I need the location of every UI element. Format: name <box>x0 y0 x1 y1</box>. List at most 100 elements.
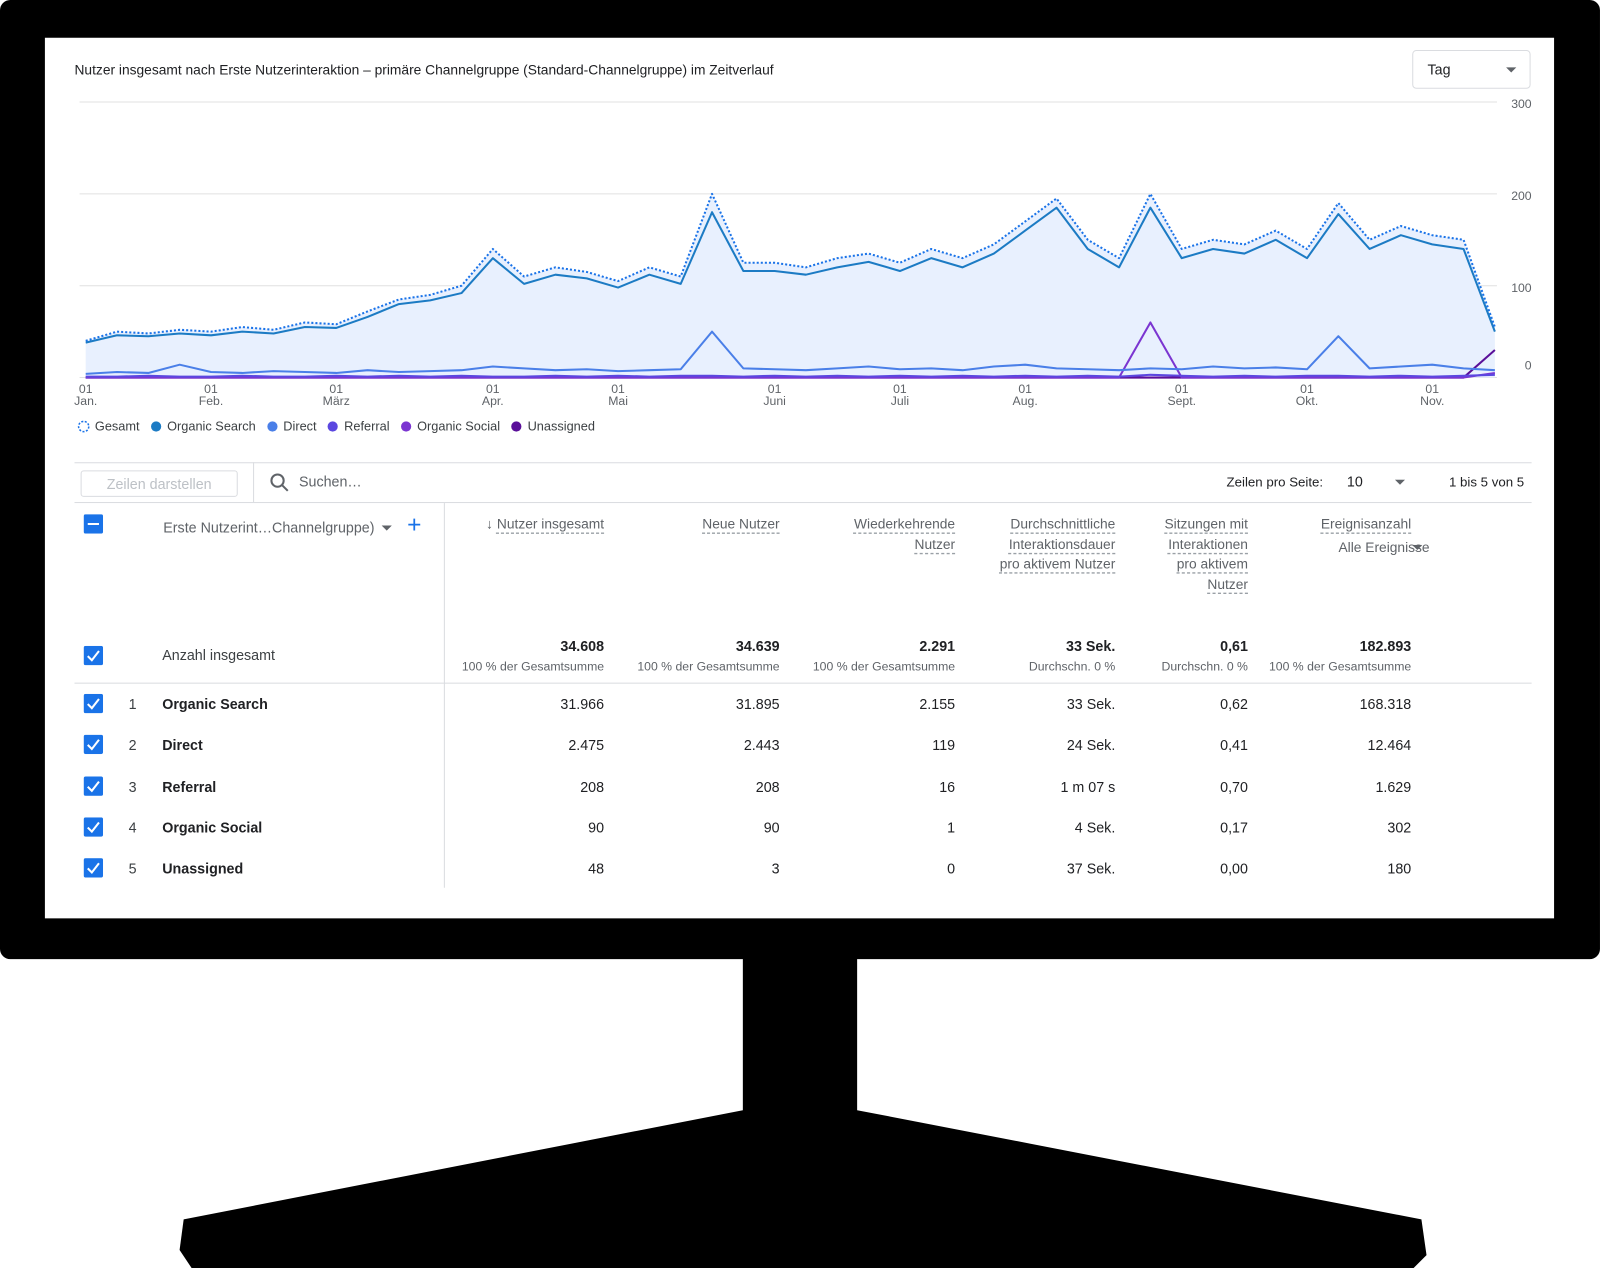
legend-label: Gesamt <box>94 419 140 434</box>
checkbox[interactable] <box>83 817 104 837</box>
column-header[interactable]: Schlüs <box>1480 514 1532 534</box>
cell: 90 <box>588 819 605 836</box>
total-value: 2.291 <box>919 637 956 655</box>
legend-item[interactable]: Organic Social <box>400 419 500 434</box>
divider <box>74 462 1532 464</box>
handle <box>281 484 289 492</box>
row-name: Unassigned <box>162 860 244 877</box>
pagination: 1 bis 5 von 5 <box>1448 474 1525 490</box>
column-label: Ereignisanzahl <box>1320 516 1412 532</box>
box <box>83 776 104 796</box>
cell: 0,17 <box>1220 819 1248 836</box>
cell: 1 m 07 s <box>1060 778 1116 795</box>
divider <box>74 682 1532 684</box>
chart-plot: 0 100 200 300 <box>79 97 1532 379</box>
dimension-header[interactable]: Erste Nutzerint…Channelgruppe) <box>163 519 375 536</box>
cell: 1 <box>947 819 956 836</box>
marker <box>327 421 339 432</box>
arrow <box>1412 544 1423 550</box>
row-name: Direct <box>162 737 203 754</box>
total-value: 33 Sek. <box>1066 637 1116 655</box>
legend-item[interactable]: Gesamt <box>77 419 140 434</box>
legend-item[interactable]: Unassigned <box>510 419 595 434</box>
column-label: Durchschnittliche Interaktionsdauer pro … <box>999 516 1116 572</box>
x-tick-label: 01 Aug. <box>1012 381 1038 409</box>
cell: 0,70 <box>1220 778 1248 795</box>
x-tick-label: 01 Juni <box>763 381 786 409</box>
column-header[interactable]: Ereignisanzahl <box>1248 514 1411 534</box>
arrow <box>1394 479 1406 485</box>
checkbox[interactable] <box>83 734 104 755</box>
cell: 3 <box>771 860 780 877</box>
column-header[interactable]: Wiederkehrende Nutzer <box>843 514 955 554</box>
column-header[interactable]: ↓ Nutzer insgesamt <box>441 514 604 534</box>
period-dropdown[interactable]: Tag <box>1412 49 1531 89</box>
cell: 119 <box>932 737 956 754</box>
rows-button[interactable]: Zeilen darstellen <box>80 470 238 497</box>
cell: 2.443 <box>743 737 780 754</box>
area <box>85 193 1495 378</box>
cell: 0,62 <box>1220 695 1248 713</box>
checkbox[interactable] <box>83 645 104 666</box>
checkbox[interactable] <box>83 858 104 878</box>
dropdown-arrow[interactable] <box>381 525 392 532</box>
check <box>87 821 100 834</box>
box <box>83 645 104 666</box>
check <box>87 698 100 710</box>
total-value: 182.893 <box>1359 637 1412 655</box>
x-tick-label: 01 Apr. <box>481 381 504 409</box>
y-tick-label: 200 <box>1511 189 1532 203</box>
total-note: Durchschn. 0 % <box>1028 659 1116 674</box>
x-tick-label: 01 Mai <box>608 381 628 409</box>
checkbox[interactable] <box>83 693 104 714</box>
cell: 16 <box>939 778 956 795</box>
marker <box>511 421 522 432</box>
row-rank: 1 <box>128 695 137 713</box>
cell: 33 Sek. <box>1066 695 1116 713</box>
marker <box>266 421 278 432</box>
legend-item[interactable]: Referral <box>327 419 390 434</box>
total-value: 0,61 <box>1220 637 1248 655</box>
y-tick-label: 100 <box>1511 281 1532 295</box>
legend-item[interactable]: Direct <box>266 419 317 434</box>
checkbox[interactable] <box>83 514 104 534</box>
totals-label: Anzahl insgesamt <box>162 646 276 664</box>
column-label: Neue Nutzer <box>702 516 780 532</box>
marker <box>77 420 90 433</box>
rows-per-page-label: Zeilen pro Seite: <box>1226 474 1324 490</box>
cell: 2.155 <box>919 695 956 713</box>
marker <box>150 421 161 432</box>
column-header[interactable]: Durchschnittliche Interaktionsdauer pro … <box>995 514 1116 574</box>
box <box>83 734 104 755</box>
column-header[interactable]: Sitzungen mit Interaktionen pro aktivem … <box>1160 514 1247 594</box>
line <box>85 192 1496 342</box>
line <box>85 330 1495 375</box>
box <box>83 858 104 878</box>
add-dimension[interactable]: + <box>407 511 422 539</box>
check <box>87 650 100 662</box>
cell: 168.318 <box>1359 695 1412 713</box>
total-note: 100 % der Gesamtsumme <box>1268 659 1412 674</box>
legend-marker <box>327 421 339 432</box>
row-rank: 5 <box>128 860 137 877</box>
cell: 90 <box>763 819 780 836</box>
search-input[interactable]: Suchen… <box>298 473 362 490</box>
legend-marker <box>266 421 278 432</box>
legend-item[interactable]: Organic Search <box>150 419 256 434</box>
x-tick-label: 01 Jan. <box>74 381 98 409</box>
legend: Gesamt Organic Search Direct Referral Organi… <box>77 419 595 434</box>
y-tick-label: 300 <box>1511 97 1532 111</box>
column-label: Nutzer insgesamt <box>496 516 605 532</box>
table-clip: ↓ Nutzer insgesamt Neue Nutzer Wiederkehre… <box>0 503 1532 891</box>
dropdown-arrow <box>1506 67 1517 73</box>
cell: 37 Sek. <box>1066 860 1116 877</box>
legend-marker <box>77 420 90 433</box>
row-name: Organic Search <box>162 695 268 713</box>
dropdown-arrow[interactable] <box>1394 479 1406 486</box>
column-header[interactable]: Neue Nutzer <box>616 514 779 534</box>
checkbox[interactable] <box>83 776 104 796</box>
dropdown-arrow[interactable] <box>1412 544 1423 551</box>
rows-per-page[interactable]: 10 <box>1346 473 1363 490</box>
